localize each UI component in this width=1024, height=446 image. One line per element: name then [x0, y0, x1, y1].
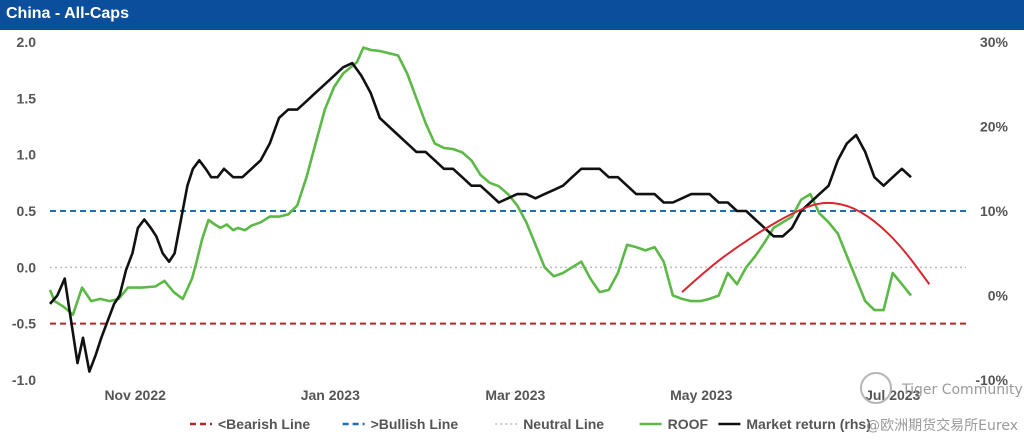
chart-title: China - All-Caps	[6, 5, 129, 22]
legend-label: >Bullish Line	[371, 416, 459, 432]
y-right-tick-label: -10%	[975, 372, 1008, 388]
y-left-tick-label: 1.5	[17, 90, 37, 106]
legend-label: Market return (rhs)	[746, 416, 870, 432]
legend-label: Neutral Line	[523, 416, 604, 432]
watermark-text: @欧洲期货交易所Eurex	[866, 417, 1018, 434]
chart-title-bar: China - All-Caps	[0, 0, 1024, 30]
market-return-series-line	[49, 61, 912, 373]
y-left-tick-label: -1.0	[12, 372, 36, 388]
annotation-arc	[681, 201, 931, 293]
watermark-text: Tiger Community	[901, 382, 1023, 398]
y-right-tick-label: 20%	[980, 119, 1009, 135]
x-tick-label: Jul 2023	[865, 387, 920, 403]
y-right-tick-label: 0%	[988, 288, 1009, 304]
y-right-tick-label: 10%	[980, 203, 1009, 219]
x-tick-label: Jan 2023	[301, 387, 360, 403]
y-left-tick-label: 1.0	[17, 147, 37, 163]
y-left-tick-label: 0.5	[17, 203, 37, 219]
y-left-tick-label: 0.0	[17, 259, 37, 275]
x-tick-label: May 2023	[670, 387, 732, 403]
legend-label: <Bearish Line	[218, 416, 310, 432]
roof-series-line	[48, 46, 913, 316]
watermark-logo-icon	[860, 372, 892, 404]
x-tick-label: Mar 2023	[485, 387, 545, 403]
y-left-tick-label: -0.5	[12, 316, 36, 332]
legend-label: ROOF	[668, 416, 709, 432]
y-right-tick-label: 30%	[980, 34, 1009, 50]
y-left-tick-label: 2.0	[17, 34, 37, 50]
chart-area: 2.0 1.5 1.0 0.5 0.0 -0.5 -1.0 30% 20% 10% 0% -10% No…	[12, 34, 1023, 434]
watermark: Tiger Community @欧洲期货交易所Eurex	[860, 372, 1023, 434]
x-tick-label: Nov 2022	[104, 387, 166, 403]
